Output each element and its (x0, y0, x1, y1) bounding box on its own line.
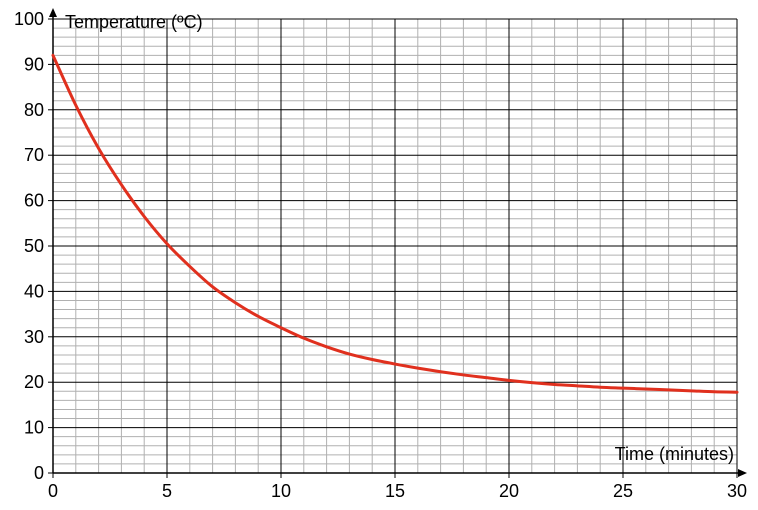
y-tick-label: 30 (24, 327, 44, 347)
x-axis-title: Time (minutes) (615, 444, 734, 464)
x-tick-label: 5 (162, 481, 172, 501)
x-tick-label: 30 (727, 481, 747, 501)
y-tick-labels: 0 10 20 30 40 50 60 70 80 90 100 (14, 9, 44, 483)
y-tick-label: 40 (24, 281, 44, 301)
x-tick-label: 15 (385, 481, 405, 501)
y-tick-label: 50 (24, 236, 44, 256)
y-tick-label: 20 (24, 372, 44, 392)
y-axis-arrow (49, 8, 57, 17)
x-tick-label: 10 (271, 481, 291, 501)
x-tick-label: 25 (613, 481, 633, 501)
y-tick-label: 80 (24, 100, 44, 120)
x-tick-label: 20 (499, 481, 519, 501)
x-tick-label: 0 (48, 481, 58, 501)
series-layer (51, 53, 739, 394)
y-tick-label: 10 (24, 418, 44, 438)
x-axis-arrow (738, 469, 747, 477)
y-tick-label: 60 (24, 191, 44, 211)
major-grid (53, 18, 738, 473)
y-tick-label: 0 (34, 463, 44, 483)
y-tick-label: 90 (24, 54, 44, 74)
y-tick-label: 70 (24, 145, 44, 165)
x-tick-labels: 0 5 10 15 20 25 30 (48, 481, 747, 501)
y-tick-label: 100 (14, 9, 44, 29)
y-axis-title: Temperature (ºC) (65, 12, 203, 32)
series-line-temperature (51, 53, 739, 394)
axes (48, 8, 747, 478)
